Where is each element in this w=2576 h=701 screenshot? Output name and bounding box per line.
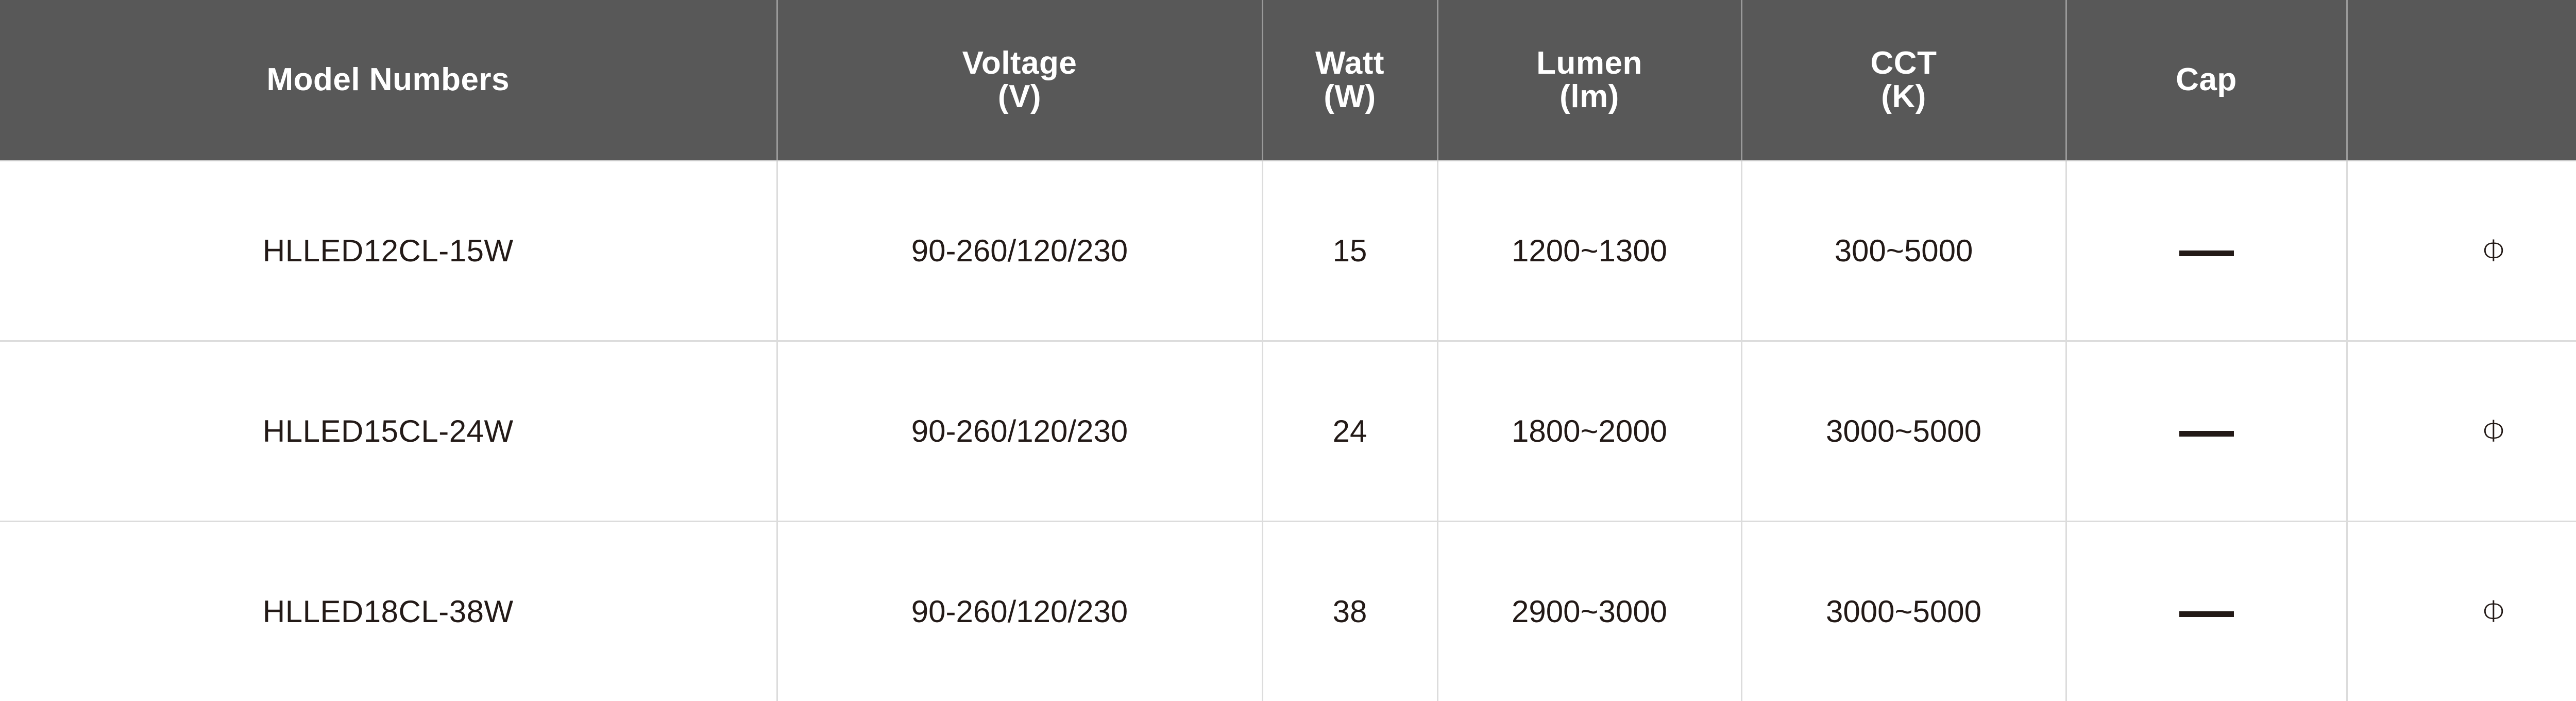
cell-size: Φ 380*60 — [2347, 341, 2576, 522]
table-body: HLLED12CL-15W 90-260/120/230 15 1200~130… — [0, 161, 2576, 701]
cell-watt: 38 — [1262, 522, 1437, 701]
cell-lumen: 2900~3000 — [1437, 522, 1741, 701]
phi-diameter-icon: Φ — [2482, 597, 2507, 627]
cell-voltage: 90-260/120/230 — [777, 522, 1262, 701]
cell-model-number: HLLED12CL-15W — [0, 161, 777, 341]
phi-diameter-icon: Φ — [2482, 236, 2507, 266]
cell-size: Φ 305*60 — [2347, 161, 2576, 341]
cell-model-number: HLLED15CL-24W — [0, 341, 777, 522]
cell-lumen: 1200~1300 — [1437, 161, 1741, 341]
table-row: HLLED18CL-38W 90-260/120/230 38 2900~300… — [0, 522, 2576, 701]
cell-voltage: 90-260/120/230 — [777, 341, 1262, 522]
column-header-cap: Cap — [2066, 0, 2347, 161]
diameter-symbol-box: Φ — [2352, 416, 2576, 446]
column-header-watt: Watt (W) — [1262, 0, 1437, 161]
diameter-symbol-box: Φ — [2352, 597, 2576, 627]
cell-watt: 24 — [1262, 341, 1437, 522]
header-label-primary: Cap — [2072, 63, 2341, 96]
table-header: Model Numbers Voltage (V) Watt (W) Lumen… — [0, 0, 2576, 161]
header-label-primary: Lumen — [1444, 46, 1736, 80]
cell-cap — [2066, 522, 2347, 701]
dash-icon — [2179, 431, 2234, 437]
header-label-unit: (mm) — [2353, 80, 2576, 113]
cell-cct: 3000~5000 — [1741, 341, 2066, 522]
cell-lumen: 1800~2000 — [1437, 341, 1741, 522]
column-header-size: Size (mm) — [2347, 0, 2576, 161]
cell-cap — [2066, 161, 2347, 341]
dash-icon — [2179, 251, 2234, 256]
header-label-primary: CCT — [1748, 46, 2060, 80]
table-row: HLLED15CL-24W 90-260/120/230 24 1800~200… — [0, 341, 2576, 522]
header-label-unit: (lm) — [1444, 80, 1736, 113]
phi-diameter-icon: Φ — [2482, 416, 2507, 446]
cell-cct: 3000~5000 — [1741, 522, 2066, 701]
cell-watt: 15 — [1262, 161, 1437, 341]
header-row: Model Numbers Voltage (V) Watt (W) Lumen… — [0, 0, 2576, 161]
header-label-primary: Size — [2353, 46, 2576, 80]
dash-icon — [2179, 611, 2234, 617]
column-header-lumen: Lumen (lm) — [1437, 0, 1741, 161]
cell-voltage: 90-260/120/230 — [777, 161, 1262, 341]
header-label-unit: (V) — [783, 80, 1257, 113]
column-header-cct: CCT (K) — [1741, 0, 2066, 161]
diameter-symbol-box: Φ — [2352, 236, 2576, 266]
cell-size: Φ 380*60 — [2347, 522, 2576, 701]
header-label-unit: (W) — [1268, 80, 1432, 113]
header-label-primary: Model Numbers — [5, 63, 771, 96]
table-row: HLLED12CL-15W 90-260/120/230 15 1200~130… — [0, 161, 2576, 341]
column-header-model-numbers: Model Numbers — [0, 0, 777, 161]
cell-model-number: HLLED18CL-38W — [0, 522, 777, 701]
column-header-voltage: Voltage (V) — [777, 0, 1262, 161]
header-label-primary: Watt — [1268, 46, 1432, 80]
header-label-primary: Voltage — [783, 46, 1257, 80]
header-label-unit: (K) — [1748, 80, 2060, 113]
cell-cct: 300~5000 — [1741, 161, 2066, 341]
cell-cap — [2066, 341, 2347, 522]
